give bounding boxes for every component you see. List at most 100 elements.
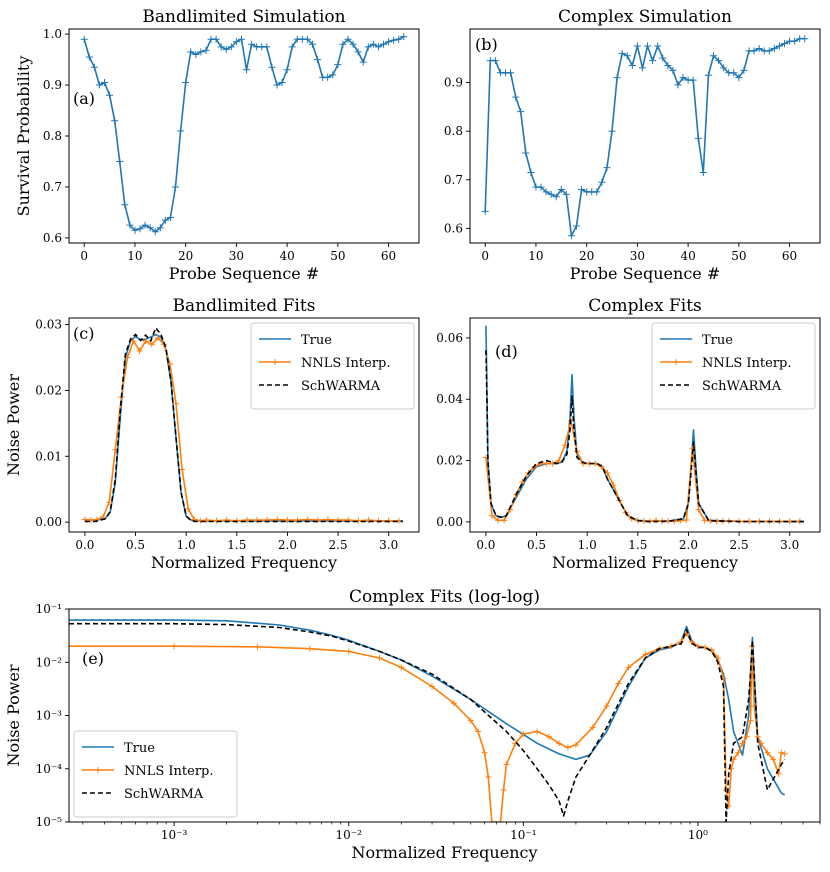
data-point xyxy=(674,81,682,89)
panel-label: (c) xyxy=(73,324,94,343)
y-tick-label: 1.0 xyxy=(43,27,62,41)
data-point xyxy=(669,66,677,74)
data-point xyxy=(212,35,220,43)
series-group xyxy=(80,33,408,236)
data-point xyxy=(227,43,235,51)
data-point xyxy=(400,33,408,41)
legend-label: SchWARMA xyxy=(124,787,204,802)
data-point xyxy=(542,188,550,196)
x-tick-label: 10⁰ xyxy=(688,828,708,842)
legend: True NNLS Interp. SchWARMA xyxy=(250,322,415,410)
y-tick-label: 0.7 xyxy=(444,173,463,187)
chart-panel-2: 0 10 20 30 40 50 60 0.6 0.7 0.8 0.9 Complex Simulat… xyxy=(444,7,821,283)
data-point xyxy=(166,361,173,368)
data-point xyxy=(268,63,276,71)
data-point xyxy=(603,703,610,710)
legend-box xyxy=(250,322,415,410)
data-point xyxy=(278,79,286,86)
series-group xyxy=(69,619,788,822)
data-point xyxy=(141,221,149,229)
x-tick-label: 0.0 xyxy=(75,538,94,552)
data-point xyxy=(179,466,186,473)
data-point xyxy=(142,338,149,345)
data-point xyxy=(694,134,702,142)
data-point xyxy=(654,42,662,50)
data-point xyxy=(284,517,291,524)
data-point xyxy=(154,334,161,341)
axes-frame xyxy=(469,317,821,533)
x-tick-label: 0 xyxy=(481,249,489,263)
data-point xyxy=(653,517,660,524)
chart-title: Complex Fits xyxy=(588,296,702,316)
data-point xyxy=(527,168,535,176)
data-point xyxy=(111,117,119,125)
data-point xyxy=(801,35,809,43)
chart-title: Complex Simulation xyxy=(558,7,732,27)
data-point xyxy=(730,69,738,77)
data-point xyxy=(764,749,771,756)
data-point xyxy=(283,66,291,74)
data-point xyxy=(146,224,154,232)
data-point xyxy=(649,57,657,65)
data-point xyxy=(481,207,489,215)
series-group xyxy=(482,325,804,525)
data-point xyxy=(495,517,502,524)
panel-label: (b) xyxy=(475,35,498,54)
data-point xyxy=(625,664,632,671)
series-line-schwarma xyxy=(84,327,403,523)
data-point xyxy=(177,127,185,135)
data-point xyxy=(365,517,372,524)
data-point xyxy=(273,81,281,89)
axes-frame xyxy=(68,28,420,244)
data-point xyxy=(555,740,562,747)
legend-label: SchWARMA xyxy=(301,379,381,394)
x-tick-label: 30 xyxy=(630,249,645,263)
data-point xyxy=(545,733,552,740)
data-point xyxy=(770,44,778,52)
data-point xyxy=(770,756,777,763)
chart-panel-3: 0.0 0.5 1.0 1.5 2.0 2.5 3.0 0.00 0.01 0.02 0.03 Ban… xyxy=(4,296,420,572)
data-point xyxy=(324,516,331,523)
data-point xyxy=(171,643,178,650)
x-tick-label: 2.5 xyxy=(329,538,348,552)
data-point xyxy=(512,93,520,101)
data-point xyxy=(481,749,488,756)
data-point xyxy=(254,643,261,650)
data-point xyxy=(217,43,225,51)
data-point xyxy=(202,46,210,54)
y-tick-label: 10⁻² xyxy=(36,655,63,669)
x-tick-label: 40 xyxy=(680,249,695,263)
data-point xyxy=(791,37,799,45)
data-point xyxy=(633,42,641,50)
data-point xyxy=(80,35,88,43)
x-tick-label: 40 xyxy=(279,249,294,263)
data-point xyxy=(603,164,611,172)
x-tick-label: 20 xyxy=(579,249,594,263)
data-point xyxy=(237,35,245,43)
data-point xyxy=(562,190,570,198)
chart-panel-1: 0 10 20 30 40 50 60 0.6 0.7 0.8 0.9 1.0 Bandlimited … xyxy=(14,7,420,283)
data-point xyxy=(349,40,357,48)
data-point xyxy=(519,479,526,486)
data-point xyxy=(488,512,495,519)
data-point xyxy=(688,639,695,646)
y-tick-label: 0.6 xyxy=(444,221,463,235)
x-tick-label: 2.0 xyxy=(278,538,297,552)
x-axis-label: Normalized Frequency xyxy=(151,553,337,572)
data-point xyxy=(263,43,271,51)
legend-marker xyxy=(673,359,679,365)
data-point xyxy=(390,36,398,44)
data-point xyxy=(398,664,405,671)
data-point xyxy=(689,76,697,84)
data-point xyxy=(747,717,754,724)
data-point xyxy=(121,201,129,209)
data-point xyxy=(623,52,631,60)
x-tick-label: 2.5 xyxy=(730,538,749,552)
data-point xyxy=(314,517,321,524)
data-point xyxy=(547,190,555,198)
y-tick-label: 0.8 xyxy=(444,124,463,138)
data-point xyxy=(243,66,251,74)
data-point xyxy=(534,728,541,735)
y-tick-label: 0.03 xyxy=(35,318,62,332)
